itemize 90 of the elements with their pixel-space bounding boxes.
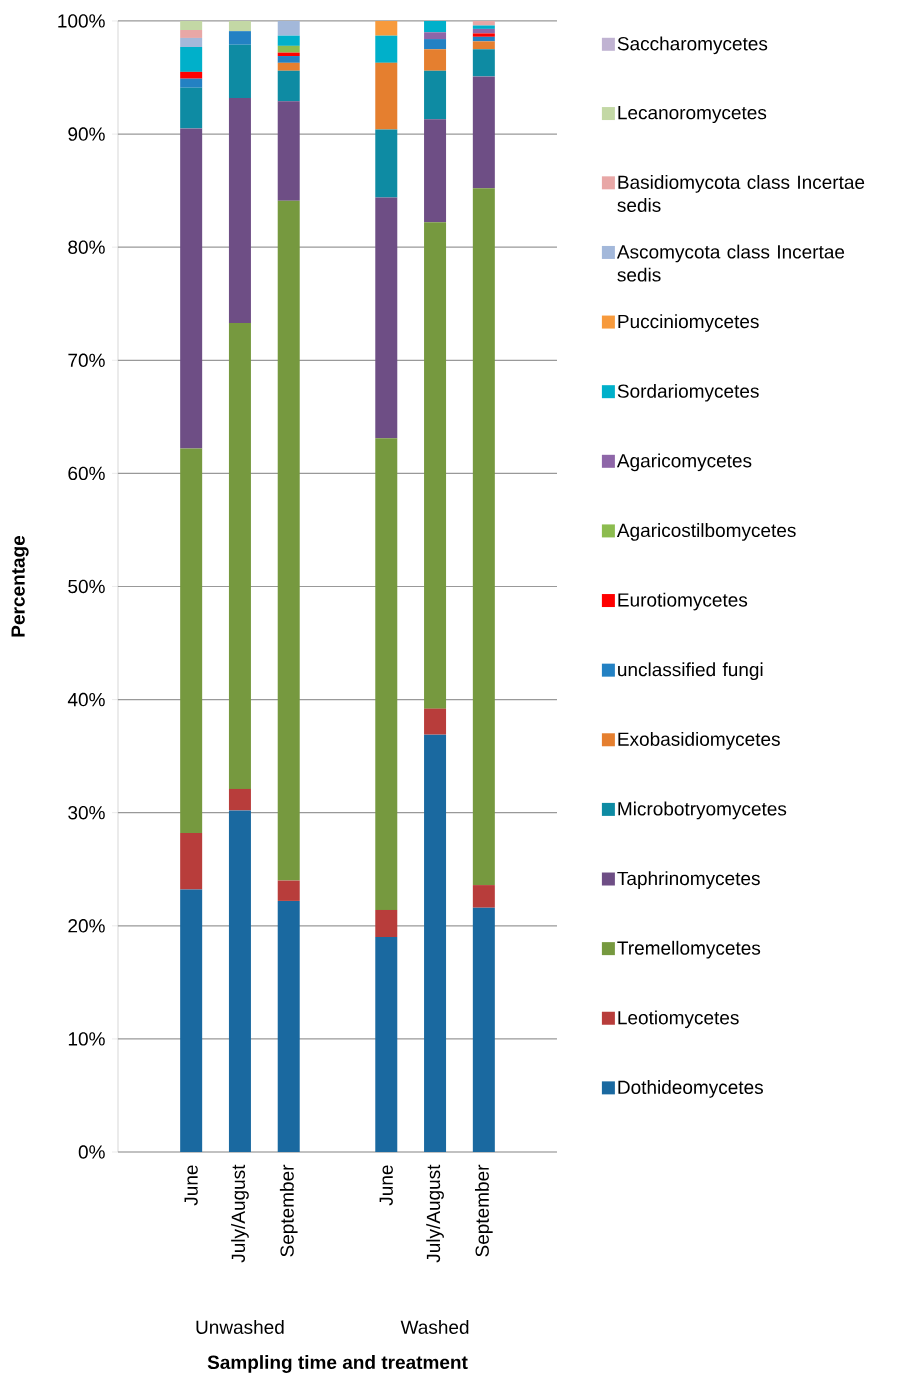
legend-label: Leotiomycetes <box>618 1010 739 1029</box>
bar <box>180 30 203 38</box>
bar <box>228 31 251 45</box>
y-tick-label: 100% <box>58 14 105 28</box>
y-tick-label: 10% <box>68 1032 105 1046</box>
bar <box>424 70 447 120</box>
bar <box>228 788 251 811</box>
bar <box>375 35 398 63</box>
bar <box>424 20 447 33</box>
legend-label: Ascomycota class Incertae sedis <box>616 244 845 282</box>
bar <box>424 49 447 71</box>
bar <box>277 200 300 881</box>
legend-label: Sordariomycetes <box>617 383 759 402</box>
bar <box>180 833 203 890</box>
legend-label: Agaricostilbomycetes <box>616 523 796 541</box>
bar <box>472 76 495 189</box>
legend-label: Saccharomycetes <box>617 36 768 55</box>
bar <box>472 907 495 1152</box>
x-tick-label: July/August <box>426 1164 444 1263</box>
bar <box>472 49 495 77</box>
bar <box>180 37 203 47</box>
bar <box>180 889 203 1152</box>
x-tick-label: June <box>379 1165 393 1206</box>
y-axis-title: Percentage <box>11 535 29 637</box>
bar <box>424 708 447 735</box>
bar <box>472 25 495 29</box>
bar <box>277 70 300 102</box>
bar <box>228 322 251 789</box>
bar <box>375 909 398 938</box>
bar <box>228 44 251 98</box>
y-tick-label: 0% <box>78 1145 105 1159</box>
bar <box>375 129 398 198</box>
x-tick-label: September <box>474 1164 493 1257</box>
bar <box>472 33 495 37</box>
bar <box>424 734 447 1152</box>
legend-label: Lecanoromycetes <box>618 106 767 124</box>
bar <box>277 101 300 201</box>
bar <box>424 222 447 709</box>
legend-label: Microbotryomycetes <box>618 801 787 820</box>
x-tick-label: July/August <box>231 1164 249 1263</box>
bar <box>472 885 495 908</box>
legend-label: Agaricomycetes <box>616 453 752 472</box>
legend-label: Basidiomycota class Incertae sedis <box>617 175 865 212</box>
bar <box>277 56 300 63</box>
legend-label: Dothideomycetes <box>618 1080 763 1098</box>
legend-label: Taphrinomycetes <box>617 871 760 889</box>
bar <box>277 20 300 36</box>
bar <box>228 810 251 1152</box>
text: Washed <box>400 1320 469 1334</box>
legend-label: Exobasidiomycetes <box>618 731 780 750</box>
bar <box>375 937 398 1152</box>
bar <box>375 197 398 439</box>
bar <box>375 438 398 910</box>
bar <box>180 71 203 79</box>
bar <box>277 35 300 46</box>
y-tick-label: 90% <box>68 127 105 141</box>
legend-label: Eurotiomycetes <box>618 592 748 611</box>
x-tick-label: June <box>184 1165 198 1206</box>
bar <box>375 20 398 36</box>
legend-label: unclassified fungi <box>618 662 763 681</box>
y-tick-label: 20% <box>68 919 105 933</box>
bar <box>180 448 203 834</box>
text: Unwashed <box>196 1320 284 1334</box>
bar <box>424 32 447 40</box>
x-tick-label: September <box>279 1164 298 1257</box>
y-tick-label: 70% <box>68 353 105 368</box>
y-tick-label: 80% <box>68 240 105 254</box>
bar <box>375 62 398 130</box>
y-tick-label: 50% <box>68 579 105 594</box>
y-tick-label: 40% <box>67 692 105 707</box>
bar <box>228 97 251 323</box>
bar <box>180 46 203 72</box>
bar <box>180 78 203 88</box>
y-tick-label: 30% <box>68 805 105 820</box>
bar <box>277 62 300 71</box>
legend-label: Pucciniomycetes <box>618 314 759 332</box>
legend-label: Tremellomycetes <box>617 940 761 959</box>
bar <box>180 87 203 129</box>
bar <box>424 119 447 223</box>
bar <box>472 41 495 50</box>
bar <box>277 900 300 1152</box>
x-axis-title: Sampling time and treatment <box>207 1355 468 1373</box>
bar <box>277 45 300 53</box>
bar <box>180 20 203 31</box>
y-tick-label: 60% <box>68 466 105 481</box>
bar <box>277 880 300 901</box>
bar <box>180 128 203 449</box>
bar <box>424 39 447 50</box>
bar <box>472 188 495 886</box>
bar <box>228 20 251 32</box>
